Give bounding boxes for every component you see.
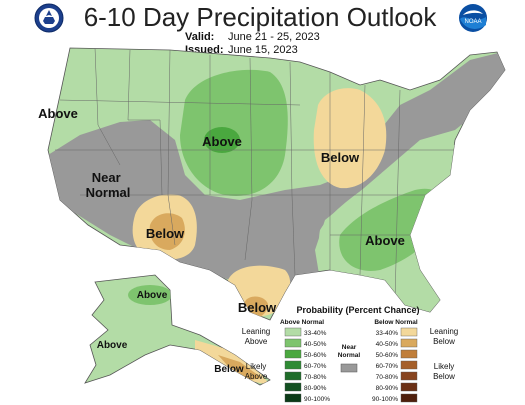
legend-leaning-above: Leaning Above: [242, 327, 270, 346]
legend-below-header: Below Normal: [374, 319, 418, 326]
valid-label: Valid:: [185, 31, 215, 43]
legend-swatch-below-2: [400, 349, 418, 359]
label-near-normal-line2: Normal: [86, 185, 131, 200]
valid-row: Valid: June 21 - 25, 2023: [185, 31, 320, 44]
legend: Probability (Percent Chance) Above Norma…: [242, 305, 458, 403]
legend-range-above-4: 70-80%: [304, 374, 327, 381]
below-lakes-region: [313, 88, 387, 189]
legend-swatch-above-0: [284, 327, 302, 337]
legend-swatch-above-5: [284, 382, 302, 392]
legend-likely-below: Likely Below: [433, 362, 455, 381]
valid-value: June 21 - 25, 2023: [228, 31, 320, 43]
legend-swatch-above-6: [284, 393, 302, 403]
legend-range-above-1: 40-50%: [304, 341, 327, 348]
label-above-alaska-north: Above: [137, 290, 168, 301]
label-below-texas: Below: [238, 300, 277, 315]
legend-swatch-below-3: [400, 360, 418, 370]
legend-range-above-5: 80-90%: [304, 385, 327, 392]
alaska-above-core: [128, 285, 172, 305]
doc-seal-icon: [34, 3, 64, 33]
date-info: Valid: June 21 - 25, 2023 Issued: June 15,…: [185, 31, 320, 57]
legend-swatch-above-4: [284, 371, 302, 381]
legend-swatch-below-0: [400, 327, 418, 337]
label-below-lakes: Below: [321, 150, 360, 165]
above-plains-core: [204, 127, 240, 153]
issued-row: Issued: June 15, 2023: [185, 44, 320, 57]
legend-swatch-below-1: [400, 338, 418, 348]
above-southeast-core: [339, 188, 446, 271]
label-below-alaska-southeast: Below: [214, 364, 244, 375]
legend-range-below-5: 80-90%: [376, 385, 399, 392]
legend-likely-above: Likely Above: [245, 362, 268, 381]
label-above-west: Above: [38, 106, 78, 121]
legend-title: Probability (Percent Chance): [296, 305, 419, 315]
legend-range-below-0: 33-40%: [376, 330, 399, 337]
legend-swatch-below-4: [400, 371, 418, 381]
legend-swatch-above-1: [284, 338, 302, 348]
legend-range-below-6: 90-100%: [372, 396, 398, 403]
legend-swatch-near-normal: [340, 363, 358, 373]
legend-leaning-below: Leaning Below: [430, 327, 458, 346]
label-near-normal: Near Normal: [86, 170, 131, 200]
label-above-plains: Above: [202, 134, 242, 149]
legend-range-below-3: 60-70%: [376, 363, 399, 370]
label-near-normal-line1: Near: [92, 170, 121, 185]
legend-swatch-above-3: [284, 360, 302, 370]
legend-swatch-above-2: [284, 349, 302, 359]
legend-range-below-2: 50-60%: [376, 352, 399, 359]
legend-range-above-3: 60-70%: [304, 363, 327, 370]
legend-range-below-4: 70-80%: [376, 374, 399, 381]
legend-range-above-0: 33-40%: [304, 330, 327, 337]
legend-range-above-6: 90-100%: [304, 396, 330, 403]
label-above-southeast: Above: [365, 233, 405, 248]
label-above-alaska-west: Above: [97, 340, 128, 351]
legend-rows: 33-40% 33-40% 40-50% 40-50% 50-60% 50-60% 60-7…: [284, 327, 418, 403]
legend-above-header: Above Normal: [280, 319, 324, 326]
below-southwest-core: [149, 213, 185, 250]
state-borders: [55, 48, 455, 306]
alaska-below-core: [218, 355, 262, 380]
map-title: 6-10 Day Precipitation Outlook: [83, 2, 437, 32]
legend-swatch-below-6: [400, 393, 418, 403]
noaa-logo-icon: NOAA: [458, 3, 488, 33]
legend-near-normal-label: Near Normal: [338, 344, 361, 359]
label-below-southwest: Below: [146, 226, 185, 241]
legend-range-above-2: 50-60%: [304, 352, 327, 359]
legend-range-below-1: 40-50%: [376, 341, 399, 348]
legend-swatch-below-5: [400, 382, 418, 392]
issued-value: June 15, 2023: [228, 44, 298, 56]
svg-text:NOAA: NOAA: [464, 19, 481, 25]
